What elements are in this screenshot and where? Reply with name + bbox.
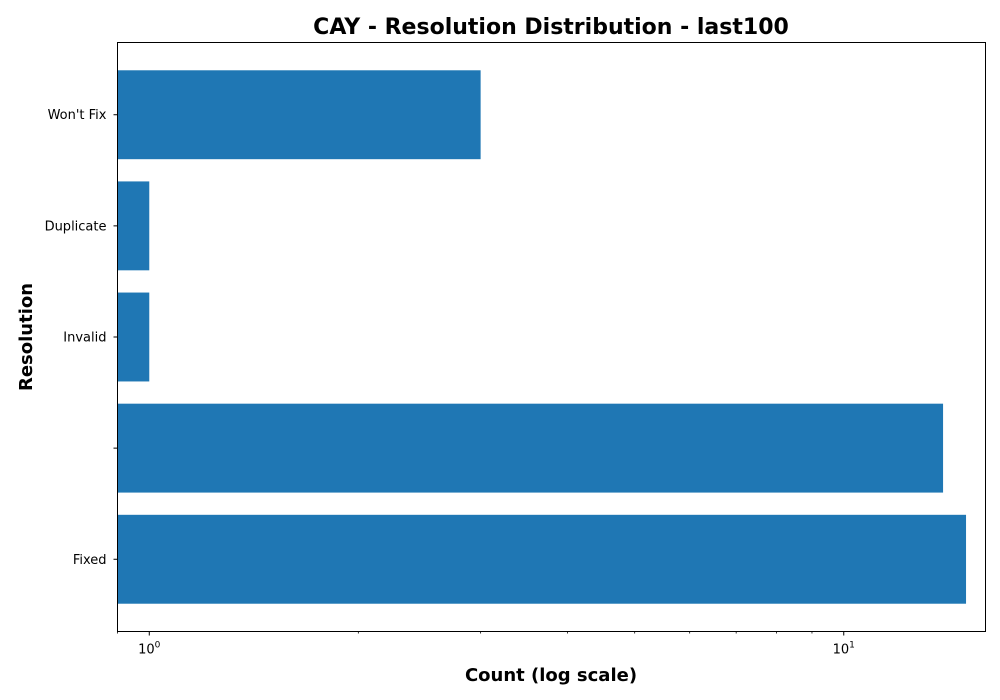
bar-invalid <box>117 292 150 382</box>
bar-unlabeled <box>117 403 944 493</box>
y-tick-label: Invalid <box>63 331 106 346</box>
bar-won-t-fix <box>117 70 481 160</box>
y-axis-ticks: Fixed Invalid Duplicate Won't Fix <box>45 108 118 568</box>
bar-fixed <box>117 514 967 604</box>
y-axis-label: Resolution <box>16 283 37 391</box>
x-tick-label: 100 <box>138 641 161 658</box>
y-tick-label: Duplicate <box>45 219 107 234</box>
x-axis-label: Count (log scale) <box>465 665 637 686</box>
bars <box>117 70 967 604</box>
x-tick-label: 101 <box>833 641 855 658</box>
chart-title: CAY - Resolution Distribution - last100 <box>313 15 789 40</box>
bar-duplicate <box>117 181 150 271</box>
y-tick-label: Won't Fix <box>48 108 107 123</box>
x-axis-ticks: 100 101 <box>117 631 855 658</box>
y-tick-label: Fixed <box>73 553 107 568</box>
